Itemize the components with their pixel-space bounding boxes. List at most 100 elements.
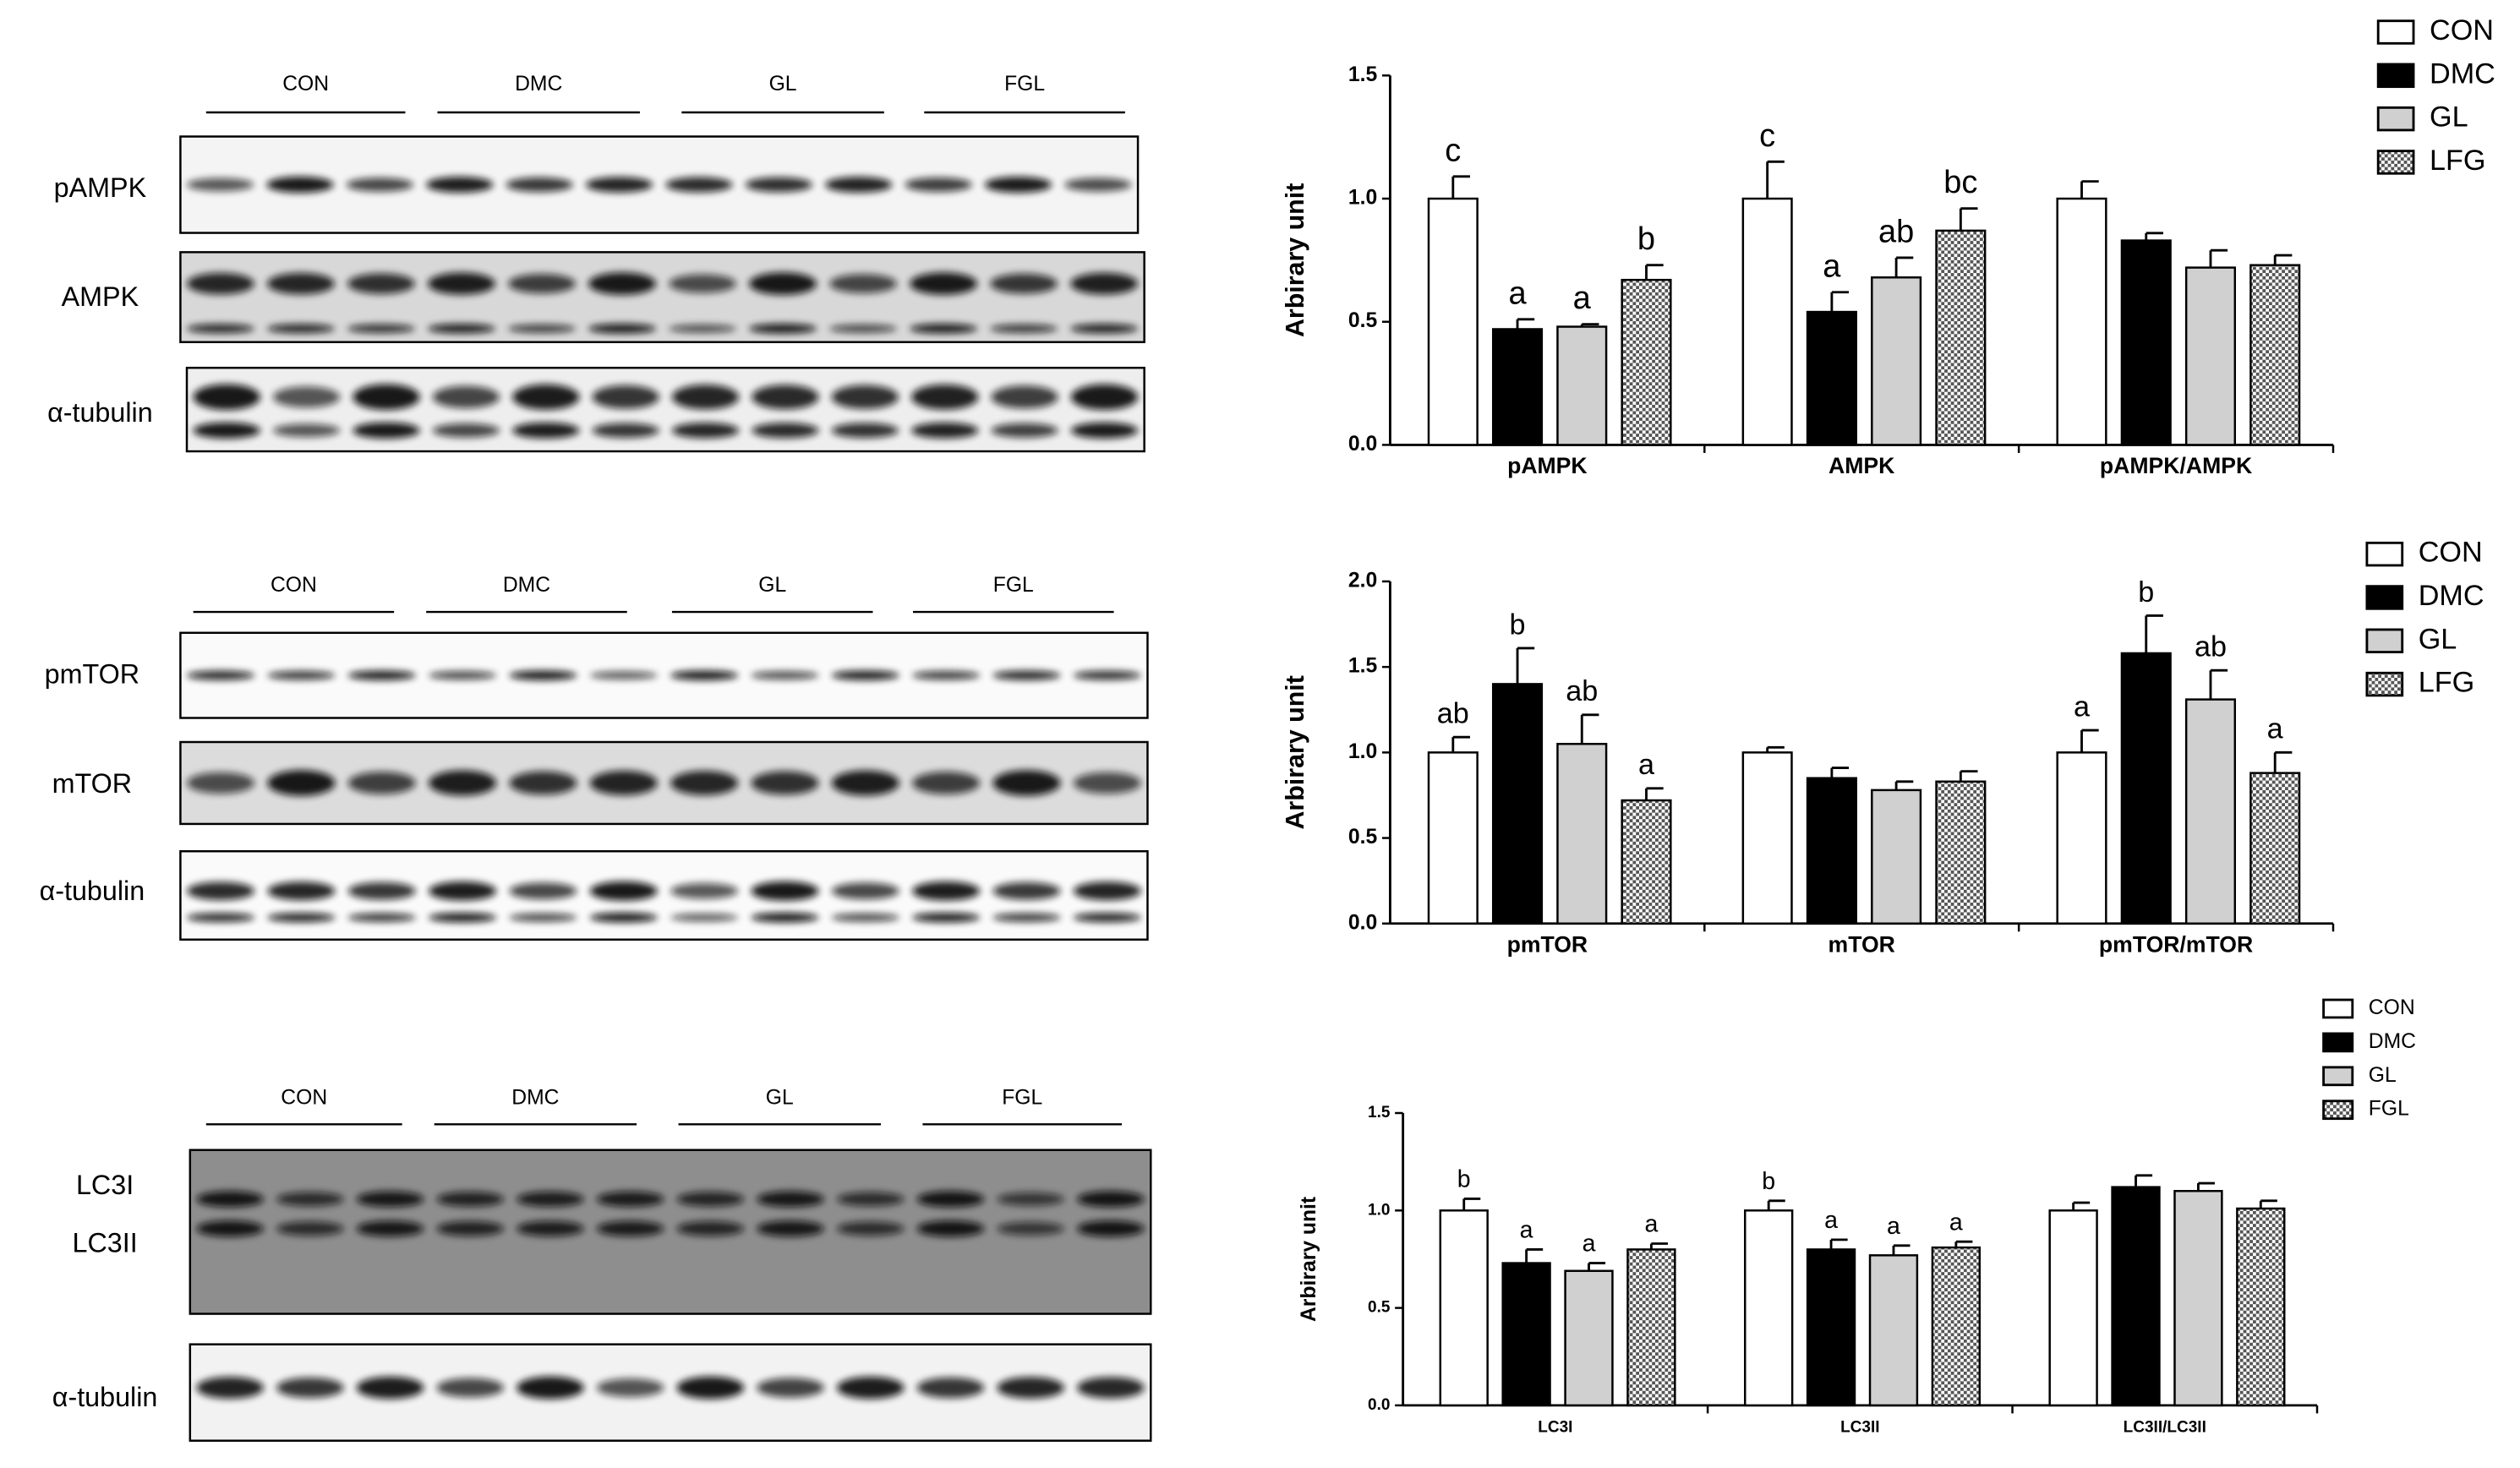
group-label: CON	[281, 1086, 327, 1109]
band	[831, 770, 899, 796]
band	[356, 1376, 424, 1400]
significance-letter: b	[1457, 1166, 1471, 1193]
band	[837, 1192, 905, 1207]
bar	[1868, 1254, 1919, 1407]
band	[1070, 272, 1139, 295]
band	[588, 324, 656, 334]
band	[916, 1191, 985, 1208]
significance-letter: a	[2074, 690, 2091, 723]
significance-letter: a	[1508, 276, 1527, 311]
legend-label: GL	[2369, 1064, 2397, 1087]
band	[347, 913, 416, 922]
x-tick-label: pAMPK/AMPK	[2100, 453, 2252, 478]
band	[508, 324, 576, 333]
bar	[1491, 683, 1544, 925]
band	[825, 177, 893, 193]
band	[436, 1220, 505, 1236]
bar	[1871, 276, 1922, 446]
group-label: CON	[282, 73, 329, 96]
row-label: pAMPK	[54, 172, 147, 203]
band	[670, 670, 739, 680]
legend-label: GL	[2430, 101, 2468, 134]
band	[992, 770, 1061, 796]
band	[429, 913, 497, 923]
bar	[1806, 310, 1857, 446]
band	[670, 770, 739, 795]
significance-letter: b	[1762, 1168, 1775, 1195]
y-tick-label: 1.5	[1348, 63, 1378, 86]
band	[1073, 670, 1141, 680]
band	[266, 177, 334, 194]
band	[831, 385, 899, 409]
band	[267, 272, 335, 295]
blot-box	[179, 251, 1145, 344]
band	[910, 324, 978, 334]
bar	[2184, 698, 2237, 925]
band	[272, 386, 341, 408]
band	[1070, 384, 1139, 410]
band	[757, 1378, 824, 1398]
bar	[1621, 278, 1672, 446]
band	[676, 1221, 745, 1236]
row-label: mTOR	[52, 768, 133, 799]
band	[749, 272, 817, 295]
band	[1073, 881, 1141, 901]
band	[911, 384, 979, 410]
band	[509, 913, 577, 922]
group-label: FGL	[1002, 1086, 1042, 1109]
band	[592, 423, 659, 438]
row-label: AMPK	[62, 281, 139, 312]
band	[428, 324, 495, 334]
significance-letter: a	[1824, 1207, 1838, 1234]
legend-label: DMC	[2430, 57, 2495, 90]
band	[193, 422, 260, 439]
legend-swatch	[2322, 1032, 2354, 1053]
band	[187, 272, 254, 295]
bar	[2056, 197, 2107, 446]
band	[187, 670, 255, 680]
band	[745, 177, 812, 193]
row-label: pmTOR	[45, 659, 139, 690]
band	[669, 274, 736, 293]
band	[1073, 772, 1141, 794]
significance-letter: a	[1573, 281, 1592, 316]
legend-swatch	[2322, 998, 2354, 1019]
band	[757, 1191, 824, 1208]
band	[428, 272, 495, 295]
significance-letter: a	[1949, 1209, 1963, 1236]
bar	[1626, 1248, 1676, 1407]
band	[186, 177, 254, 192]
band	[911, 423, 979, 439]
band	[1070, 422, 1139, 439]
band	[916, 1377, 985, 1399]
legend-swatch	[2322, 1066, 2354, 1087]
band	[831, 423, 899, 439]
significance-letter: a	[1823, 248, 1841, 284]
band	[990, 273, 1058, 294]
significance-letter: a	[1644, 1211, 1658, 1238]
band	[837, 1376, 905, 1400]
bar	[2184, 266, 2237, 446]
bar	[1427, 751, 1479, 925]
band	[508, 273, 576, 294]
band	[347, 772, 416, 794]
bar	[1501, 1262, 1551, 1407]
blot-box	[185, 366, 1145, 453]
band	[751, 671, 819, 680]
blot-box	[179, 849, 1149, 941]
band	[589, 912, 658, 923]
band	[432, 385, 500, 408]
significance-letter: b	[2138, 576, 2154, 608]
legend-swatch	[2376, 63, 2415, 89]
y-axis-label: Arbirary unit	[1281, 183, 1309, 337]
legend-label: DMC	[2419, 580, 2484, 612]
legend-swatch	[2376, 150, 2415, 175]
band	[992, 670, 1061, 680]
band	[267, 913, 336, 923]
bar	[1935, 229, 1987, 446]
band	[669, 325, 736, 333]
significance-letter: ab	[1437, 698, 1469, 730]
band	[829, 324, 898, 333]
significance-letter: c	[1759, 118, 1775, 154]
